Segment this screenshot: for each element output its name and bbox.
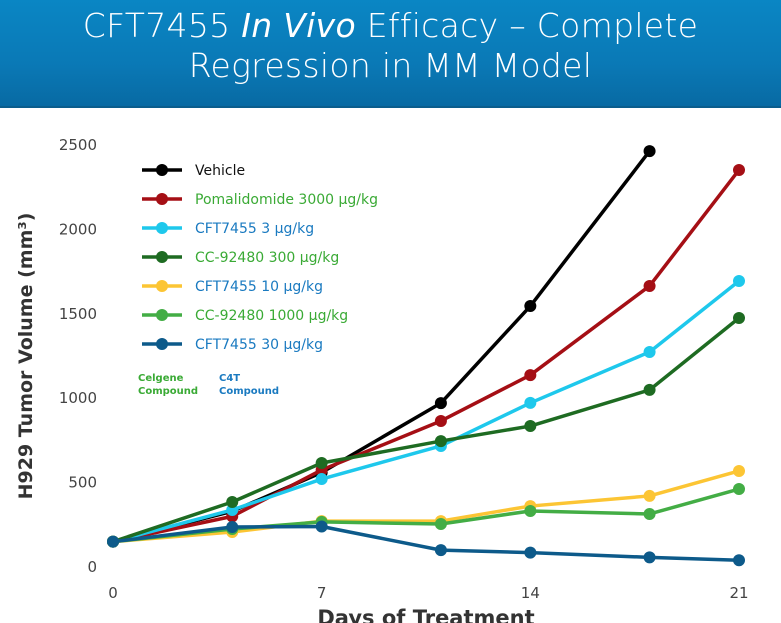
y-tick-label: 2000 bbox=[59, 220, 97, 238]
slide-title: CFT7455 In Vivo Efficacy – Complete Regr… bbox=[0, 0, 781, 86]
data-point bbox=[524, 300, 537, 313]
legend-label: CFT7455 30 µg/kg bbox=[195, 337, 323, 353]
data-point bbox=[643, 279, 656, 292]
annotation-label: Compound bbox=[138, 386, 198, 397]
y-axis-title: H929 Tumor Volume (mm³) bbox=[15, 213, 37, 500]
data-point bbox=[524, 369, 537, 382]
data-point bbox=[434, 435, 447, 448]
legend-label: CC-92480 300 µg/kg bbox=[195, 250, 339, 266]
slide-header: CFT7455 In Vivo Efficacy – Complete Regr… bbox=[0, 0, 781, 108]
data-point bbox=[524, 396, 537, 409]
data-point bbox=[733, 554, 745, 567]
legend-swatch-marker bbox=[156, 222, 168, 234]
data-point bbox=[643, 489, 656, 502]
annotation-label: Compound bbox=[219, 386, 279, 397]
y-tick-label: 1000 bbox=[59, 389, 97, 407]
data-point bbox=[643, 551, 656, 564]
x-tick-label: 14 bbox=[521, 584, 540, 602]
annotation-label: Celgene bbox=[138, 373, 184, 384]
legend-swatch-marker bbox=[156, 280, 168, 292]
title-line2: Regression in MM Model bbox=[188, 46, 593, 85]
legend-label: CC-92480 1000 µg/kg bbox=[195, 308, 348, 324]
legend-label: Pomalidomide 3000 µg/kg bbox=[195, 192, 378, 208]
x-tick-label: 21 bbox=[729, 584, 748, 602]
data-point bbox=[434, 517, 447, 530]
title-italic-text: In Vivo bbox=[241, 6, 356, 45]
legend-label: Vehicle bbox=[195, 163, 245, 179]
y-tick-label: 1500 bbox=[59, 305, 97, 323]
data-point bbox=[226, 496, 239, 509]
legend-swatch-marker bbox=[156, 164, 168, 176]
data-point bbox=[733, 464, 745, 477]
data-point bbox=[315, 520, 328, 533]
data-point bbox=[733, 275, 745, 288]
annotation-label: C4T bbox=[219, 373, 240, 384]
title-text: CFT7455 bbox=[82, 6, 242, 45]
legend-label: CFT7455 10 µg/kg bbox=[195, 279, 323, 295]
data-point bbox=[434, 397, 447, 410]
legend-swatch-marker bbox=[156, 309, 168, 321]
data-point bbox=[315, 473, 328, 486]
title-text-cont: Efficacy – Complete bbox=[355, 6, 699, 45]
data-point bbox=[434, 544, 447, 557]
y-tick-label: 0 bbox=[87, 558, 97, 576]
data-point bbox=[524, 420, 537, 433]
legend-swatch-marker bbox=[156, 193, 168, 205]
data-point bbox=[524, 504, 537, 517]
data-point bbox=[315, 457, 328, 470]
data-point bbox=[643, 383, 656, 396]
data-point bbox=[524, 546, 537, 559]
y-tick-label: 500 bbox=[68, 474, 97, 492]
data-point bbox=[226, 520, 239, 533]
data-point bbox=[643, 145, 656, 158]
x-axis-title: Days of Treatment bbox=[317, 606, 534, 623]
data-point bbox=[733, 163, 745, 176]
x-tick-label: 0 bbox=[108, 584, 118, 602]
data-point bbox=[107, 535, 119, 548]
data-point bbox=[733, 483, 745, 496]
data-point bbox=[643, 507, 656, 520]
data-point bbox=[643, 345, 656, 358]
legend-label: CFT7455 3 µg/kg bbox=[195, 221, 314, 237]
data-point bbox=[434, 414, 447, 427]
y-tick-label: 2500 bbox=[59, 136, 97, 154]
x-tick-label: 7 bbox=[317, 584, 327, 602]
legend-swatch-marker bbox=[156, 338, 168, 350]
data-point bbox=[733, 312, 745, 325]
legend-swatch-marker bbox=[156, 251, 168, 263]
